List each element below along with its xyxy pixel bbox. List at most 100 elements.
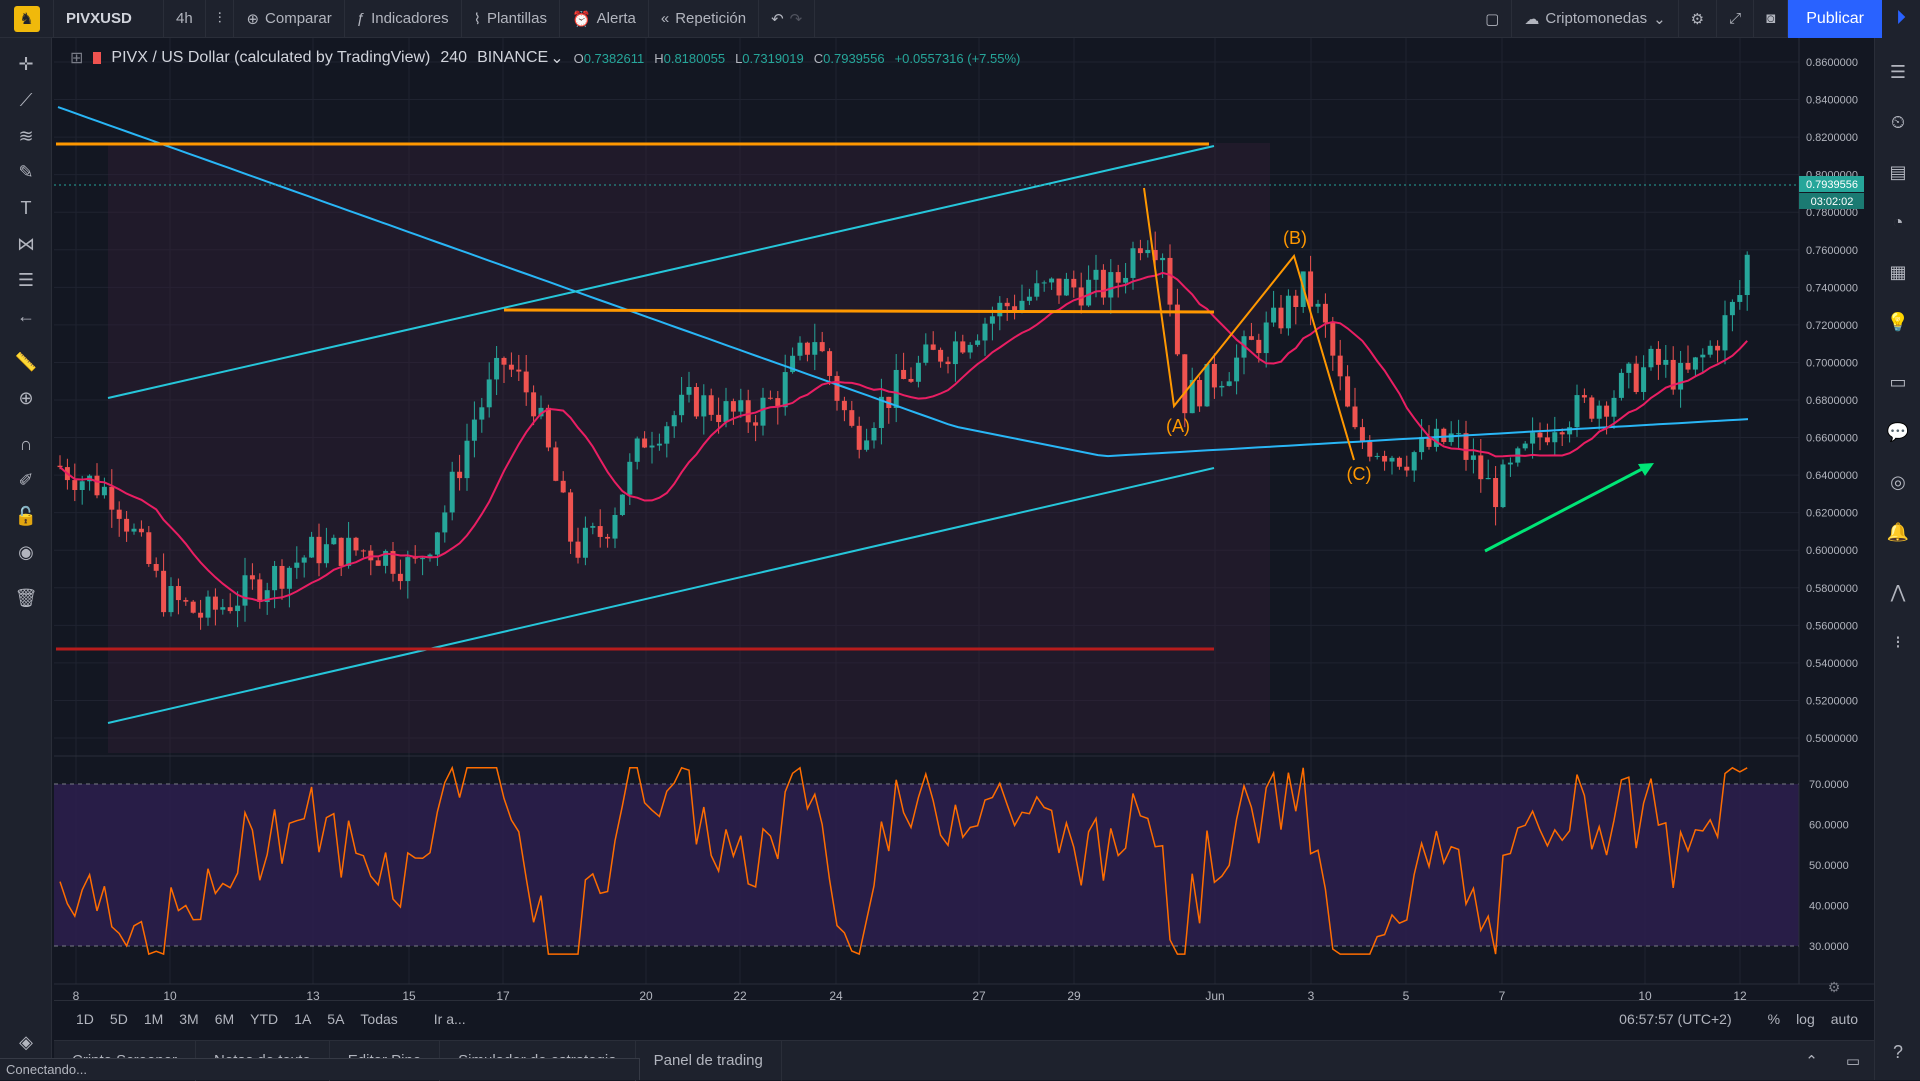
indicators-button[interactable]: ƒ Indicadores [345, 0, 462, 38]
candle-body [124, 518, 130, 532]
streams-icon[interactable]: ◎ [1890, 471, 1906, 492]
highlight-rectangle[interactable] [108, 143, 1270, 753]
alert-button[interactable]: ⏰ Alerta [560, 0, 649, 38]
timezone-clock[interactable]: 06:57:57 (UTC+2) [1619, 1010, 1732, 1027]
eye-icon[interactable]: ◉ [18, 541, 34, 562]
layout-button[interactable]: ▢ [1473, 0, 1513, 38]
magnet-icon[interactable]: ∩ [19, 433, 33, 454]
compare-button[interactable]: ⊕ Comparar [234, 0, 345, 38]
lock-drawing-icon[interactable]: ✐ [18, 469, 34, 490]
candle-body [449, 471, 455, 513]
app-logo[interactable]: ♞ [0, 0, 54, 38]
publish-button[interactable]: Publicar [1788, 0, 1882, 38]
legend-grid-icon[interactable]: ⊞ [70, 50, 84, 67]
moving-average-50[interactable] [59, 271, 1748, 603]
trash-icon[interactable]: 🗑 [14, 587, 38, 608]
axis-gear-icon[interactable]: ⚙ [1828, 979, 1841, 995]
dom-icon[interactable]: ⁝ [1895, 631, 1901, 652]
ideas-icon[interactable]: 💡 [1886, 311, 1910, 332]
tab-trading-panel[interactable]: Panel de trading [636, 1040, 782, 1081]
text-icon[interactable]: T [20, 197, 32, 218]
candle-body [723, 401, 729, 423]
channel-upper-line[interactable] [107, 145, 1215, 399]
pattern-icon[interactable]: ⋈ [17, 233, 35, 254]
range-1d[interactable]: 1D [76, 1010, 94, 1027]
candle-body [1345, 376, 1351, 407]
snapshot-button[interactable]: ◙ [1754, 0, 1789, 38]
data-window-icon[interactable]: ▤ [1889, 161, 1907, 182]
collapse-panel-icon[interactable]: ⌃ [1805, 1052, 1818, 1070]
percent-scale-toggle[interactable]: % [1767, 1010, 1781, 1027]
range-6m[interactable]: 6M [214, 1010, 235, 1027]
green-arrow-line[interactable] [1484, 466, 1645, 553]
interval-button[interactable]: 4h [164, 0, 206, 38]
range-5a[interactable]: 5A [327, 1010, 345, 1027]
watchlist-button[interactable]: ☁ Criptomonedas ⌄ [1512, 0, 1679, 38]
templates-button[interactable]: ⌇ Plantillas [462, 0, 560, 38]
help-icon[interactable]: ? [1892, 1041, 1903, 1062]
layers-icon[interactable]: ◈ [19, 1031, 33, 1052]
replay-button[interactable]: « Repetición [649, 0, 760, 38]
trend-line-icon[interactable]: ⟋ [19, 89, 33, 110]
alarm-icon: ⏰ [571, 10, 591, 28]
range-all[interactable]: Todas [360, 1010, 398, 1027]
prediction-icon[interactable]: ☰ [17, 269, 35, 290]
chats-icon[interactable]: ▭ [1889, 371, 1907, 392]
top-toolbar: ♞ PIVXUSD 4h ⫶ ⊕ Comparar ƒ Indicadores ⌇ P… [0, 0, 1920, 38]
candle-body [671, 415, 677, 427]
candle-body [338, 537, 344, 566]
auto-scale-toggle[interactable]: auto [1830, 1010, 1858, 1027]
back-arrow-icon[interactable]: ← [17, 305, 35, 326]
candle-body [1174, 304, 1180, 355]
hotlist-icon[interactable]: ◔ [1892, 211, 1904, 232]
candle-body [72, 480, 78, 490]
redo-icon[interactable]: ↷ [789, 10, 803, 28]
crosshair-icon[interactable]: ✛ [18, 53, 34, 74]
channel-lower-line[interactable] [107, 467, 1215, 724]
candle-body [656, 443, 662, 446]
undo-icon[interactable]: ↶ [771, 10, 784, 28]
ruler-icon[interactable]: 📏 [14, 351, 38, 372]
resistance-line-mid[interactable] [503, 308, 1215, 314]
range-1a[interactable]: 1A [294, 1010, 312, 1027]
chart-type-button[interactable]: ⫶ [206, 0, 235, 38]
legend-title[interactable]: PIVX / US Dollar (calculated by TradingV… [111, 49, 431, 66]
log-scale-toggle[interactable]: log [1796, 1010, 1815, 1027]
legend-chevron-icon[interactable]: ⌄ [550, 50, 564, 67]
brush-icon[interactable]: ✎ [18, 161, 34, 182]
watchlist-icon[interactable]: ☰ [1889, 61, 1907, 82]
price-tick-label: 0.8600000 [1806, 57, 1858, 69]
candle-body [612, 514, 618, 539]
candle-body [627, 461, 633, 495]
notifications-icon[interactable]: 🔔 [1886, 521, 1910, 542]
high-key: H [654, 50, 664, 66]
rsi-line[interactable] [59, 765, 1748, 956]
alerts-clock-icon[interactable]: ⏲ [1890, 111, 1906, 132]
candle-body [834, 375, 840, 401]
lock-icon[interactable]: 🔓 [14, 505, 38, 526]
range-3m[interactable]: 3M [179, 1010, 199, 1027]
settings-button[interactable]: ⚙ [1679, 0, 1718, 38]
maximize-panel-icon[interactable]: ▭ [1845, 1052, 1860, 1070]
fullscreen-button[interactable]: ⤢ [1717, 0, 1755, 38]
messages-icon[interactable]: 💬 [1886, 421, 1910, 442]
candle-body [1500, 464, 1506, 508]
rsi-tick-label: 60.0000 [1809, 820, 1849, 832]
candle-body [516, 369, 522, 372]
range-ytd[interactable]: YTD [250, 1010, 279, 1027]
abc-correction-pattern[interactable] [1143, 187, 1355, 461]
range-1m[interactable]: 1M [143, 1010, 164, 1027]
goto-date-button[interactable]: Ir a... [433, 1010, 466, 1027]
left-drawing-toolbar: ✛ ⟋ ≋ ✎ T ⋈ ☰ ← 📏 ⊕ ∩ ✐ 🔓 ◉ 🗑 ◈ [0, 38, 52, 1080]
calendar-icon[interactable]: ▦ [1889, 261, 1907, 282]
candle-body [1596, 405, 1602, 419]
symbol-search-button[interactable]: PIVXUSD [54, 0, 164, 38]
zoom-icon[interactable]: ⊕ [18, 387, 34, 408]
moving-average-200[interactable] [57, 106, 1749, 458]
play-button[interactable]: ⏵ [1882, 0, 1920, 38]
price-chart[interactable]: (A) (B) (C) 0.8600000 0.8400000 0.8200000 0… [54, 38, 1874, 1042]
order-panel-icon[interactable]: ⋀ [1890, 581, 1906, 602]
fib-icon[interactable]: ≋ [18, 125, 34, 146]
range-5d[interactable]: 5D [109, 1010, 128, 1027]
candle-body [457, 471, 463, 479]
